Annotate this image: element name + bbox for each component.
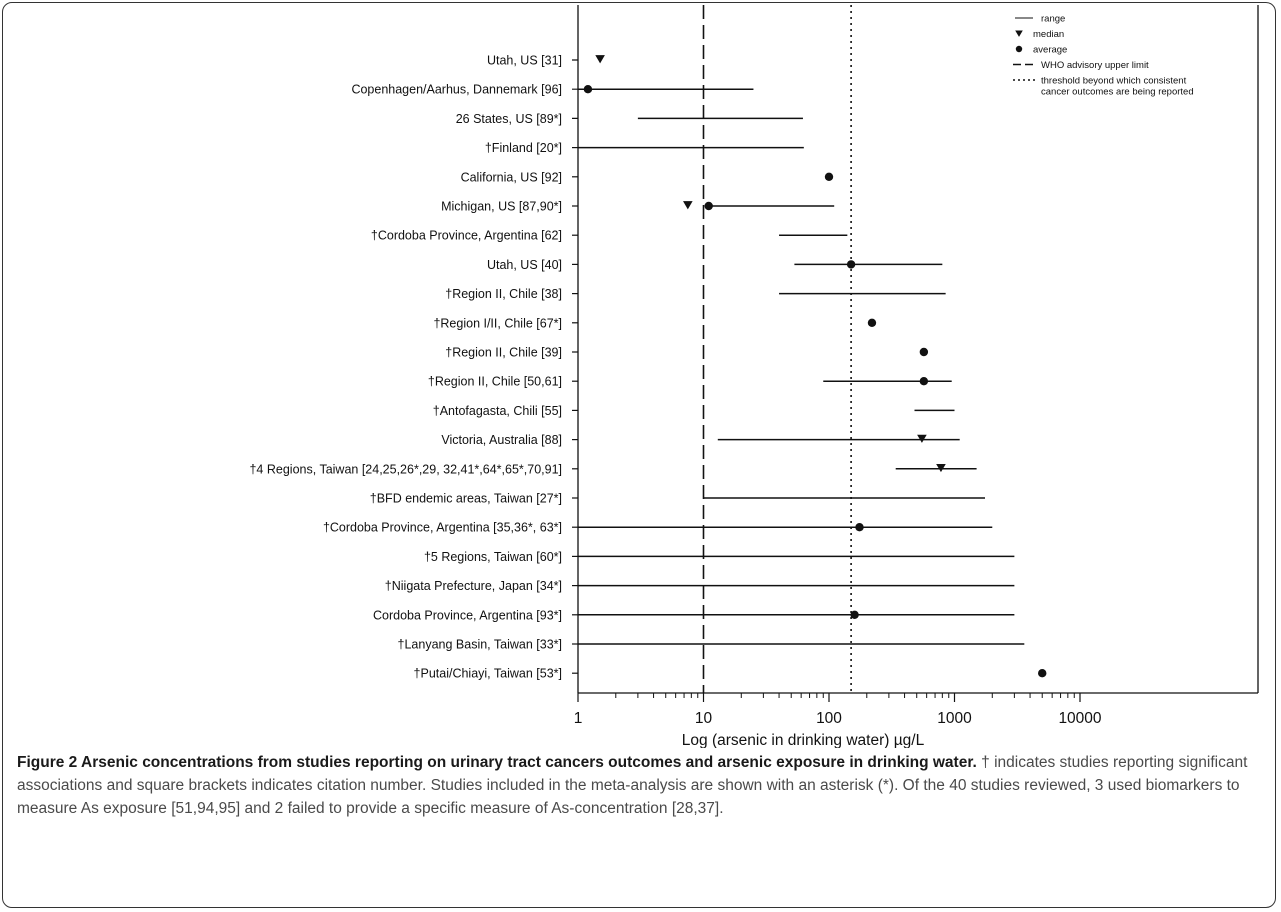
- legend-median-symbol: [1015, 30, 1023, 37]
- study-label: †Putai/Chiayi, Taiwan [53*]: [414, 667, 562, 681]
- legend-label: WHO advisory upper limit: [1041, 60, 1149, 71]
- median-marker: [917, 434, 927, 443]
- study-label: Utah, US [40]: [487, 258, 562, 272]
- study-label: Cordoba Province, Argentina [93*]: [373, 608, 562, 622]
- study-label: Michigan, US [87,90*]: [441, 200, 562, 214]
- average-marker: [824, 172, 834, 181]
- x-tick-label: 10: [695, 710, 713, 727]
- x-tick-label: 10000: [1058, 710, 1101, 727]
- range-chart: Utah, US [31] Copenhagen/Aarhus, Dannemar…: [249, 5, 1259, 748]
- legend-label: average: [1033, 45, 1067, 56]
- study-label: †BFD endemic areas, Taiwan [27*]: [370, 492, 562, 506]
- markers: [583, 55, 1047, 678]
- average-marker: [919, 347, 929, 357]
- average-marker: [850, 610, 859, 619]
- study-label: †Cordoba Province, Argentina [62]: [371, 229, 562, 243]
- axes: 1 10 100 1000 10000 Log (arsenic in drinking …: [572, 5, 1259, 748]
- study-label: Copenhagen/Aarhus, Dannemark [96]: [351, 83, 562, 97]
- study-labels: Utah, US [31] Copenhagen/Aarhus, Dannemar…: [249, 54, 562, 681]
- study-label: †Region II, Chile [50,61]: [428, 375, 562, 389]
- study-label: †4 Regions, Taiwan [24,25,26*,29, 32,41*…: [249, 462, 562, 476]
- x-axis-label: Log (arsenic in drinking water) µg/L: [682, 732, 925, 748]
- study-label: †Lanyang Basin, Taiwan [33*]: [398, 638, 562, 652]
- study-label: †Region II, Chile [38]: [445, 287, 562, 301]
- legend-label: range: [1041, 14, 1065, 25]
- legend: range median average WHO advisory upper lim…: [1013, 14, 1194, 98]
- study-label: †Region I/II, Chile [67*]: [433, 316, 562, 330]
- study-label: California, US [92]: [461, 170, 562, 184]
- legend-average-symbol: [1015, 45, 1023, 53]
- median-marker: [683, 201, 693, 210]
- x-tick-label: 100: [816, 710, 842, 727]
- average-marker: [919, 377, 929, 386]
- average-marker: [583, 85, 593, 94]
- caption-title: Figure 2 Arsenic concentrations from stu…: [17, 754, 977, 771]
- median-marker: [595, 55, 605, 64]
- legend-label: median: [1033, 29, 1064, 40]
- reference-lines: [702, 5, 852, 693]
- caption-body: † indicates studies reporting significan…: [17, 754, 1248, 817]
- study-label: 26 States, US [89*]: [456, 112, 562, 126]
- study-label: †Cordoba Province, Argentina [35,36*, 63…: [323, 521, 562, 535]
- median-marker: [936, 463, 946, 473]
- average-marker: [855, 523, 864, 532]
- average-marker: [867, 318, 877, 327]
- legend-label: threshold beyond which consistent: [1041, 76, 1187, 87]
- average-marker: [846, 260, 856, 269]
- range-lines: [578, 88, 1025, 645]
- study-label: †Niigata Prefecture, Japan [34*]: [385, 579, 562, 593]
- study-label: †Antofagasta, Chili [55]: [433, 404, 562, 418]
- study-label: Victoria, Australia [88]: [441, 433, 562, 447]
- study-label: †Finland [20*]: [485, 141, 562, 155]
- legend-label-line2: cancer outcomes are being reported: [1041, 87, 1194, 98]
- average-marker: [1038, 669, 1047, 678]
- x-tick-label: 1000: [937, 710, 972, 727]
- average-marker: [704, 201, 713, 211]
- study-label: Utah, US [31]: [487, 54, 562, 68]
- study-label: †5 Regions, Taiwan [60*]: [424, 550, 562, 564]
- study-label: †Region II, Chile [39]: [445, 346, 562, 360]
- figure-caption: Figure 2 Arsenic concentrations from stu…: [17, 751, 1257, 820]
- x-tick-label: 1: [574, 710, 583, 727]
